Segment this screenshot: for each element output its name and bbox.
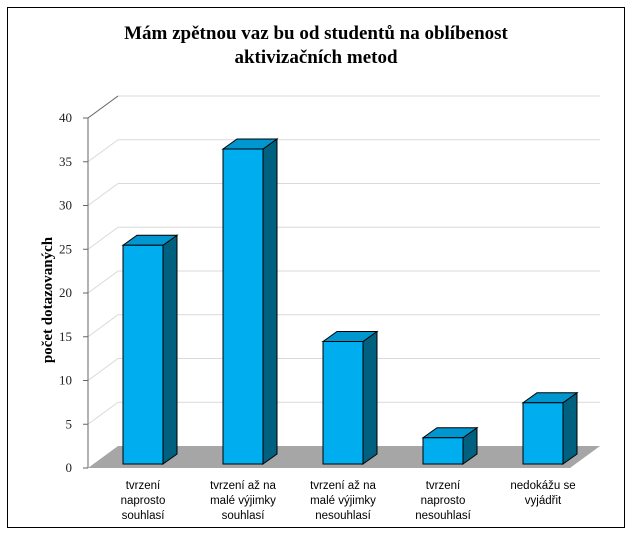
category-label: malé výjimky bbox=[210, 495, 276, 507]
y-tick-label: 5 bbox=[66, 416, 73, 431]
gridline-depth bbox=[87, 139, 119, 163]
gridline-depth bbox=[87, 226, 119, 250]
category-label: malé výjimky bbox=[310, 495, 376, 507]
y-tick-label: 0 bbox=[66, 460, 73, 475]
category-label: souhlasí bbox=[122, 510, 166, 522]
category-label: nesouhlasí bbox=[315, 510, 371, 522]
bar bbox=[422, 437, 464, 465]
category-label: souhlasí bbox=[222, 510, 266, 522]
y-axis-top-depth bbox=[87, 95, 119, 119]
bars bbox=[121, 138, 579, 465]
gridline-depth bbox=[87, 401, 119, 425]
chart-title-line-1: Mám zpětnou vaz bu od studentů na oblíbe… bbox=[124, 23, 508, 44]
y-tick-label: 25 bbox=[59, 241, 72, 256]
category-label: tvrzení až na bbox=[310, 480, 376, 492]
y-tick-labels: 0 5 10 15 20 25 30 35 40 bbox=[59, 110, 72, 475]
gridline-depth bbox=[87, 358, 119, 381]
y-tick-label: 15 bbox=[59, 329, 72, 344]
bar-side bbox=[562, 391, 578, 465]
category-labels: tvrzení naprosto souhlasí tvrzení až na malé… bbox=[121, 480, 576, 522]
category-label: naprosto bbox=[121, 495, 166, 507]
chart-title: Mám zpětnou vaz bu od studentů na oblíbe… bbox=[0, 22, 632, 70]
bar-side bbox=[162, 234, 178, 465]
bar-side bbox=[362, 330, 378, 465]
y-tick-label: 35 bbox=[59, 154, 72, 169]
bar bbox=[222, 148, 264, 465]
gridline-depth bbox=[87, 270, 119, 294]
bar bbox=[122, 244, 164, 465]
chart-frame bbox=[7, 7, 625, 528]
bar bbox=[322, 341, 364, 465]
category-label: naprosto bbox=[421, 495, 466, 507]
category-label: nedokážu se bbox=[510, 480, 575, 492]
y-tick-label: 10 bbox=[59, 373, 72, 388]
y-tick-label: 40 bbox=[59, 110, 72, 125]
y-axis-label: počet dotazovaných bbox=[40, 236, 56, 363]
category-label: nesouhlasí bbox=[415, 510, 471, 522]
bar bbox=[522, 402, 564, 465]
category-label: tvrzení až na bbox=[210, 480, 276, 492]
bar-side bbox=[262, 138, 278, 465]
y-tick-label: 30 bbox=[59, 198, 72, 213]
category-label: tvrzení bbox=[126, 480, 161, 492]
y-tick-label: 20 bbox=[59, 285, 72, 300]
axes bbox=[83, 95, 119, 469]
gridline-depth bbox=[87, 314, 119, 338]
chart-title-line-2: aktivizačních metod bbox=[234, 47, 398, 68]
category-label: tvrzení bbox=[426, 480, 461, 492]
gridline-depth bbox=[87, 183, 119, 206]
category-label: vyjádřit bbox=[525, 495, 562, 507]
